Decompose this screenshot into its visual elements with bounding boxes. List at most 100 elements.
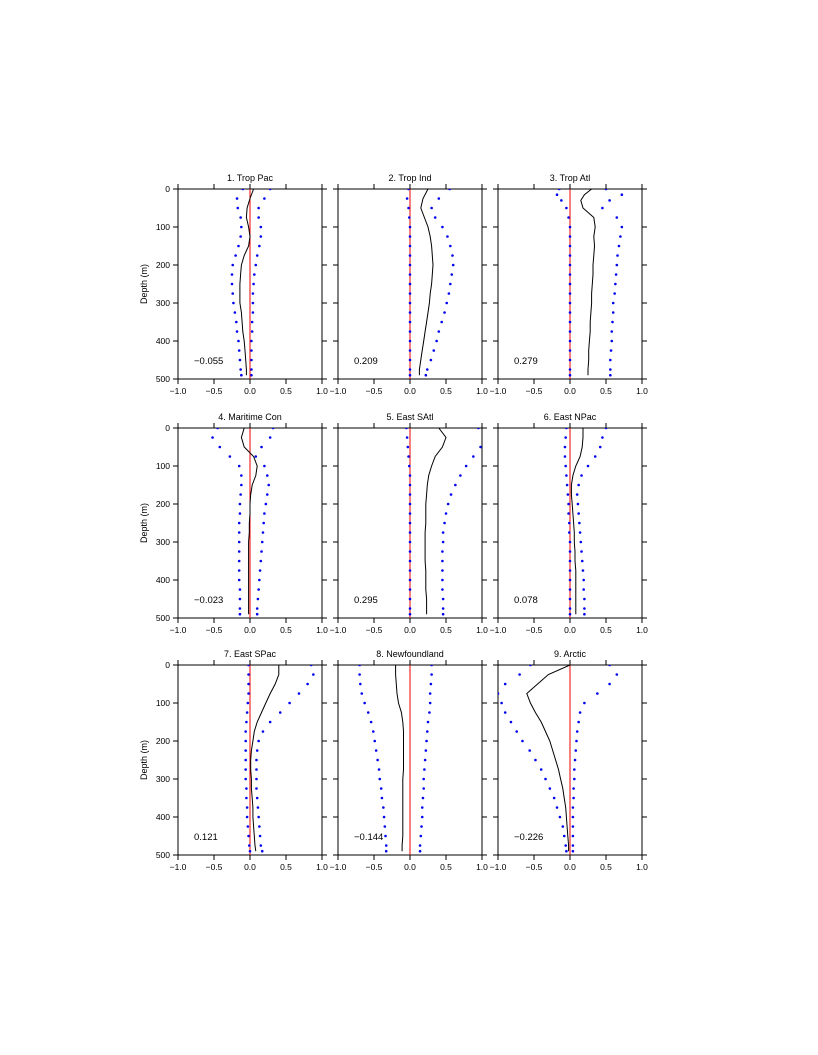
panel-grid: 1. Trop Pac −1.0 −0.5 0.0 0.5 1.0 0 100 200 300 40…: [139, 173, 648, 872]
upper-bound-point: [265, 493, 269, 496]
x-tick-label: 0.5: [440, 862, 452, 872]
upper-bound-point: [443, 521, 446, 525]
lower-bound-point: [408, 292, 412, 295]
mean-profile-line: [239, 189, 255, 376]
lower-bound-point: [237, 531, 241, 534]
upper-bound-point: [271, 428, 275, 430]
lower-bound-point: [373, 739, 377, 743]
lower-bound-point: [515, 730, 519, 733]
upper-bound-point: [256, 597, 260, 601]
y-tick-label: 0: [165, 184, 170, 194]
upper-bound-point: [611, 311, 615, 314]
lower-bound-point: [568, 235, 572, 238]
lower-bound-point: [230, 282, 234, 286]
upper-bound-point: [437, 197, 441, 200]
lower-bound-point: [237, 559, 241, 563]
upper-bound-point: [432, 349, 436, 352]
upper-bound-point: [451, 254, 454, 257]
x-tick-label: 0.5: [600, 386, 612, 396]
panel-title: 7. East SPac: [224, 649, 277, 659]
upper-bound-point: [611, 301, 615, 305]
lower-bound-point: [408, 512, 412, 515]
x-tick-label: 0.5: [600, 625, 612, 635]
panel-value-label: 0.295: [354, 595, 378, 606]
lower-bound-point: [407, 455, 410, 458]
lower-bound-point: [237, 578, 241, 582]
upper-bound-point: [424, 373, 428, 377]
lower-bound-point: [563, 455, 567, 458]
y-tick-label: 200: [156, 736, 170, 746]
upper-bound-point: [263, 464, 266, 468]
lower-bound-point: [408, 320, 412, 324]
lower-bound-point: [233, 311, 237, 314]
upper-bound-point: [479, 445, 482, 449]
x-tick-label: 0.0: [244, 386, 256, 396]
lower-bound-point: [384, 834, 387, 838]
upper-bound-point: [428, 701, 432, 705]
lower-bound-point: [408, 550, 412, 553]
upper-bound-point: [615, 216, 619, 219]
upper-bound-point: [446, 502, 450, 506]
upper-bound-point: [251, 301, 255, 305]
x-tick-label: 0.0: [564, 386, 576, 396]
x-tick-label: 0.5: [280, 386, 292, 396]
lower-bound-point: [405, 428, 408, 430]
lower-bound-point: [567, 521, 571, 525]
lower-bound-point: [238, 358, 242, 362]
upper-bound-point: [577, 720, 580, 724]
x-tick-label: −1.0: [330, 386, 347, 396]
upper-bound-point: [472, 455, 475, 458]
x-tick-label: −0.5: [206, 625, 223, 635]
x-tick-label: −1.0: [490, 625, 507, 635]
lower-bound-point: [408, 225, 412, 229]
lower-bound-point: [245, 796, 248, 800]
lower-bound-point: [237, 464, 241, 468]
upper-bound-point: [428, 711, 431, 714]
lower-bound-point: [408, 254, 412, 257]
upper-bound-point: [447, 292, 451, 295]
upper-bound-point: [253, 273, 256, 276]
data-layer: [498, 665, 619, 855]
upper-bound-point: [611, 320, 614, 324]
upper-bound-point: [593, 455, 597, 458]
upper-bound-point: [255, 787, 258, 790]
upper-bound-point: [601, 436, 604, 439]
panel-5: 5. East SAtl −1.0 −0.5 0.0 0.5 1.0 0.295: [330, 412, 489, 635]
lower-bound-point: [239, 493, 242, 496]
upper-bound-point: [608, 199, 611, 202]
lower-bound-point: [246, 701, 250, 705]
x-tick-label: 0.0: [404, 386, 416, 396]
upper-bound-point: [437, 330, 441, 333]
upper-bound-point: [582, 578, 585, 582]
lower-bound-point: [408, 235, 412, 238]
lower-bound-point: [408, 502, 412, 506]
upper-bound-point: [596, 692, 599, 695]
panel-value-label: −0.055: [194, 356, 223, 367]
lower-bound-point: [237, 339, 240, 343]
panel-title: 2. Trop Ind: [388, 173, 431, 183]
upper-bound-point: [424, 749, 428, 752]
lower-bound-point: [565, 483, 569, 487]
panel-title: 4. Maritime Con: [218, 412, 282, 422]
upper-bound-point: [571, 849, 575, 853]
lower-bound-point: [539, 768, 543, 771]
upper-bound-point: [430, 665, 433, 667]
upper-bound-point: [575, 730, 579, 733]
upper-bound-point: [268, 720, 272, 724]
x-tick-label: 0.0: [564, 625, 576, 635]
upper-bound-point: [262, 521, 265, 525]
lower-bound-point: [211, 436, 214, 439]
upper-bound-point: [576, 502, 580, 506]
lower-bound-point: [568, 320, 572, 324]
upper-bound-point: [261, 531, 265, 534]
upper-bound-point: [250, 373, 253, 377]
upper-bound-point: [268, 436, 272, 439]
lower-bound-point: [244, 777, 247, 781]
upper-bound-point: [258, 825, 261, 828]
lower-bound-point: [567, 216, 570, 219]
lower-bound-point: [498, 692, 500, 695]
upper-bound-point: [422, 787, 425, 790]
lower-bound-point: [564, 844, 567, 847]
lower-bound-point: [359, 682, 362, 686]
